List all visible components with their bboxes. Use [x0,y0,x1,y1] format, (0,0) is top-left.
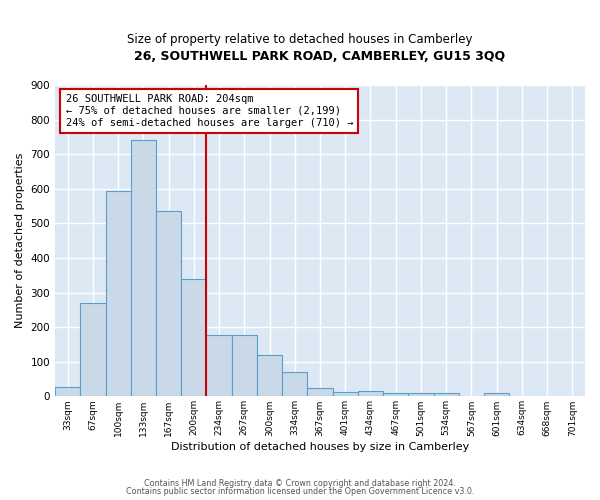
Bar [156,212,181,396]
Bar [206,335,232,396]
Text: 26 SOUTHWELL PARK ROAD: 204sqm
← 75% of detached houses are smaller (2,199)
24% : 26 SOUTHWELL PARK ROAD: 204sqm ← 75% of … [65,94,353,128]
Bar [409,393,434,396]
Bar [131,140,156,396]
Bar [181,279,206,396]
Y-axis label: Number of detached properties: Number of detached properties [15,153,25,328]
Bar [358,391,383,396]
Bar [434,393,459,396]
Title: 26, SOUTHWELL PARK ROAD, CAMBERLEY, GU15 3QQ: 26, SOUTHWELL PARK ROAD, CAMBERLEY, GU15… [134,50,506,63]
Bar [80,303,106,396]
Text: Contains public sector information licensed under the Open Government Licence v3: Contains public sector information licen… [126,487,474,496]
Bar [332,392,358,396]
Bar [257,355,282,397]
Bar [282,372,307,396]
Bar [232,335,257,396]
X-axis label: Distribution of detached houses by size in Camberley: Distribution of detached houses by size … [171,442,469,452]
Text: Size of property relative to detached houses in Camberley: Size of property relative to detached ho… [127,32,473,46]
Text: Contains HM Land Registry data © Crown copyright and database right 2024.: Contains HM Land Registry data © Crown c… [144,478,456,488]
Bar [55,387,80,396]
Bar [484,393,509,396]
Bar [307,388,332,396]
Bar [106,190,131,396]
Bar [383,393,409,396]
